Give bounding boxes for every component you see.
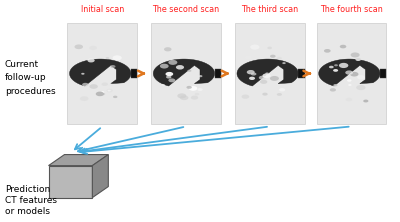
Circle shape <box>329 66 334 68</box>
Text: Prediction: Prediction <box>5 185 50 194</box>
Circle shape <box>334 64 338 66</box>
Circle shape <box>164 47 172 51</box>
Circle shape <box>106 57 109 59</box>
Circle shape <box>324 49 331 53</box>
Circle shape <box>166 72 173 76</box>
Polygon shape <box>153 59 215 86</box>
Circle shape <box>189 86 197 91</box>
Text: The fourth scan: The fourth scan <box>320 5 383 14</box>
Circle shape <box>112 55 122 60</box>
Polygon shape <box>48 155 108 166</box>
Circle shape <box>262 73 270 78</box>
Circle shape <box>106 89 113 92</box>
Bar <box>215 69 221 77</box>
Circle shape <box>88 58 95 62</box>
Text: The third scan: The third scan <box>241 5 298 14</box>
Text: Initial scan: Initial scan <box>81 5 124 14</box>
Text: follow-up: follow-up <box>5 73 46 82</box>
Circle shape <box>81 73 84 75</box>
Circle shape <box>277 93 282 96</box>
Text: or models: or models <box>5 207 50 216</box>
Circle shape <box>109 83 112 86</box>
Polygon shape <box>237 59 298 86</box>
Polygon shape <box>70 59 131 86</box>
Circle shape <box>279 88 285 91</box>
Circle shape <box>346 98 352 101</box>
Circle shape <box>249 77 255 80</box>
Circle shape <box>80 96 88 101</box>
Bar <box>235 23 305 124</box>
Circle shape <box>100 93 105 95</box>
Circle shape <box>251 72 256 75</box>
Text: CT features: CT features <box>5 196 57 205</box>
Circle shape <box>339 63 348 68</box>
Circle shape <box>166 75 172 79</box>
Circle shape <box>330 88 336 92</box>
Circle shape <box>186 86 192 89</box>
Circle shape <box>101 91 104 93</box>
Circle shape <box>194 93 199 95</box>
Circle shape <box>333 84 338 86</box>
Circle shape <box>345 70 353 75</box>
Circle shape <box>89 46 97 50</box>
Circle shape <box>82 83 89 86</box>
Circle shape <box>351 52 360 57</box>
Circle shape <box>277 57 282 60</box>
Circle shape <box>246 56 252 59</box>
Circle shape <box>282 62 286 64</box>
Circle shape <box>74 44 83 49</box>
Circle shape <box>242 95 249 99</box>
Circle shape <box>356 58 361 61</box>
Circle shape <box>270 55 276 58</box>
Circle shape <box>270 76 279 81</box>
Circle shape <box>340 45 346 48</box>
Circle shape <box>90 84 98 89</box>
Circle shape <box>161 84 165 86</box>
Circle shape <box>113 96 118 98</box>
Circle shape <box>262 93 268 96</box>
Circle shape <box>108 90 111 91</box>
Circle shape <box>191 95 198 100</box>
Text: Current: Current <box>5 60 39 69</box>
Circle shape <box>348 84 352 86</box>
Circle shape <box>265 72 269 74</box>
Bar <box>48 166 92 198</box>
Circle shape <box>160 64 169 69</box>
Circle shape <box>250 45 260 50</box>
Bar <box>316 23 386 124</box>
Circle shape <box>177 93 186 98</box>
Bar <box>298 69 305 77</box>
Circle shape <box>96 92 104 96</box>
Circle shape <box>168 60 177 65</box>
Circle shape <box>180 95 188 100</box>
Circle shape <box>110 65 116 68</box>
Circle shape <box>363 100 368 102</box>
Circle shape <box>187 70 192 72</box>
Circle shape <box>350 72 358 77</box>
Circle shape <box>168 78 175 82</box>
Circle shape <box>198 101 203 103</box>
Circle shape <box>347 79 352 82</box>
Bar <box>380 69 386 77</box>
Polygon shape <box>92 155 108 198</box>
Text: The second scan: The second scan <box>152 5 220 14</box>
Polygon shape <box>319 59 380 86</box>
Circle shape <box>102 82 108 86</box>
Circle shape <box>267 47 272 49</box>
Circle shape <box>260 80 267 84</box>
Circle shape <box>198 88 203 91</box>
Circle shape <box>259 76 266 80</box>
Bar <box>68 23 137 124</box>
Circle shape <box>198 75 202 77</box>
Circle shape <box>247 70 255 74</box>
Circle shape <box>357 75 365 79</box>
Circle shape <box>333 69 338 72</box>
Circle shape <box>356 85 366 90</box>
Text: procedures: procedures <box>5 87 55 96</box>
Circle shape <box>176 65 184 69</box>
Bar <box>131 69 137 77</box>
Bar <box>151 23 221 124</box>
